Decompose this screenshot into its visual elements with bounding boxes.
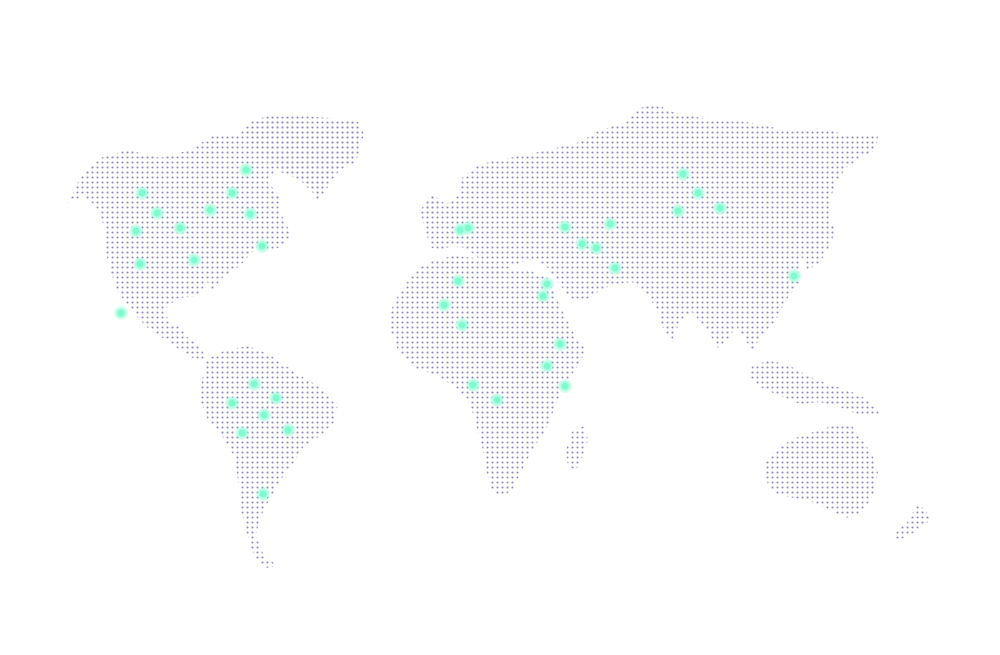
location-marker[interactable] xyxy=(456,319,468,331)
landmass-japan xyxy=(804,222,836,270)
location-marker[interactable] xyxy=(226,397,238,409)
location-marker[interactable] xyxy=(248,378,260,390)
location-marker[interactable] xyxy=(491,394,503,406)
landmass-new-zealand xyxy=(892,504,930,540)
location-marker[interactable] xyxy=(537,290,549,302)
location-marker[interactable] xyxy=(554,338,566,350)
landmass-british-isles xyxy=(424,194,440,216)
landmass-north-america xyxy=(68,116,362,360)
location-markers xyxy=(114,163,801,501)
location-marker[interactable] xyxy=(559,380,571,392)
location-marker[interactable] xyxy=(256,240,268,252)
location-marker[interactable] xyxy=(541,360,553,372)
location-marker[interactable] xyxy=(692,187,704,199)
location-marker[interactable] xyxy=(452,275,464,287)
location-marker[interactable] xyxy=(258,409,270,421)
location-marker[interactable] xyxy=(788,270,800,282)
location-marker[interactable] xyxy=(236,427,248,439)
landmass-africa xyxy=(390,256,586,498)
location-marker[interactable] xyxy=(609,262,621,274)
location-marker[interactable] xyxy=(130,225,142,237)
location-marker[interactable] xyxy=(270,392,282,404)
location-marker[interactable] xyxy=(282,424,294,436)
location-marker[interactable] xyxy=(151,207,163,219)
location-marker[interactable] xyxy=(672,205,684,217)
location-marker[interactable] xyxy=(438,299,450,311)
landmass-australia xyxy=(764,424,878,518)
location-marker[interactable] xyxy=(115,307,127,319)
location-marker[interactable] xyxy=(136,187,148,199)
landmass-indonesia xyxy=(750,360,880,416)
location-marker[interactable] xyxy=(244,208,256,220)
location-marker[interactable] xyxy=(559,221,571,233)
landmass-greenland xyxy=(246,116,364,196)
location-marker[interactable] xyxy=(576,238,588,250)
location-marker[interactable] xyxy=(541,278,553,290)
location-marker[interactable] xyxy=(714,202,726,214)
location-marker[interactable] xyxy=(677,168,689,180)
location-marker[interactable] xyxy=(257,488,269,500)
location-marker[interactable] xyxy=(590,242,602,254)
location-marker[interactable] xyxy=(188,254,200,266)
landmass-south-america xyxy=(200,346,338,568)
location-marker[interactable] xyxy=(604,218,616,230)
landmasses xyxy=(68,104,930,568)
location-marker[interactable] xyxy=(226,187,238,199)
landmass-eurasia xyxy=(420,104,878,350)
location-marker[interactable] xyxy=(134,258,146,270)
location-marker[interactable] xyxy=(462,222,474,234)
location-marker[interactable] xyxy=(204,204,216,216)
location-marker[interactable] xyxy=(240,164,252,176)
location-marker[interactable] xyxy=(174,222,186,234)
landmass-madagascar xyxy=(566,426,588,470)
location-marker[interactable] xyxy=(467,379,479,391)
